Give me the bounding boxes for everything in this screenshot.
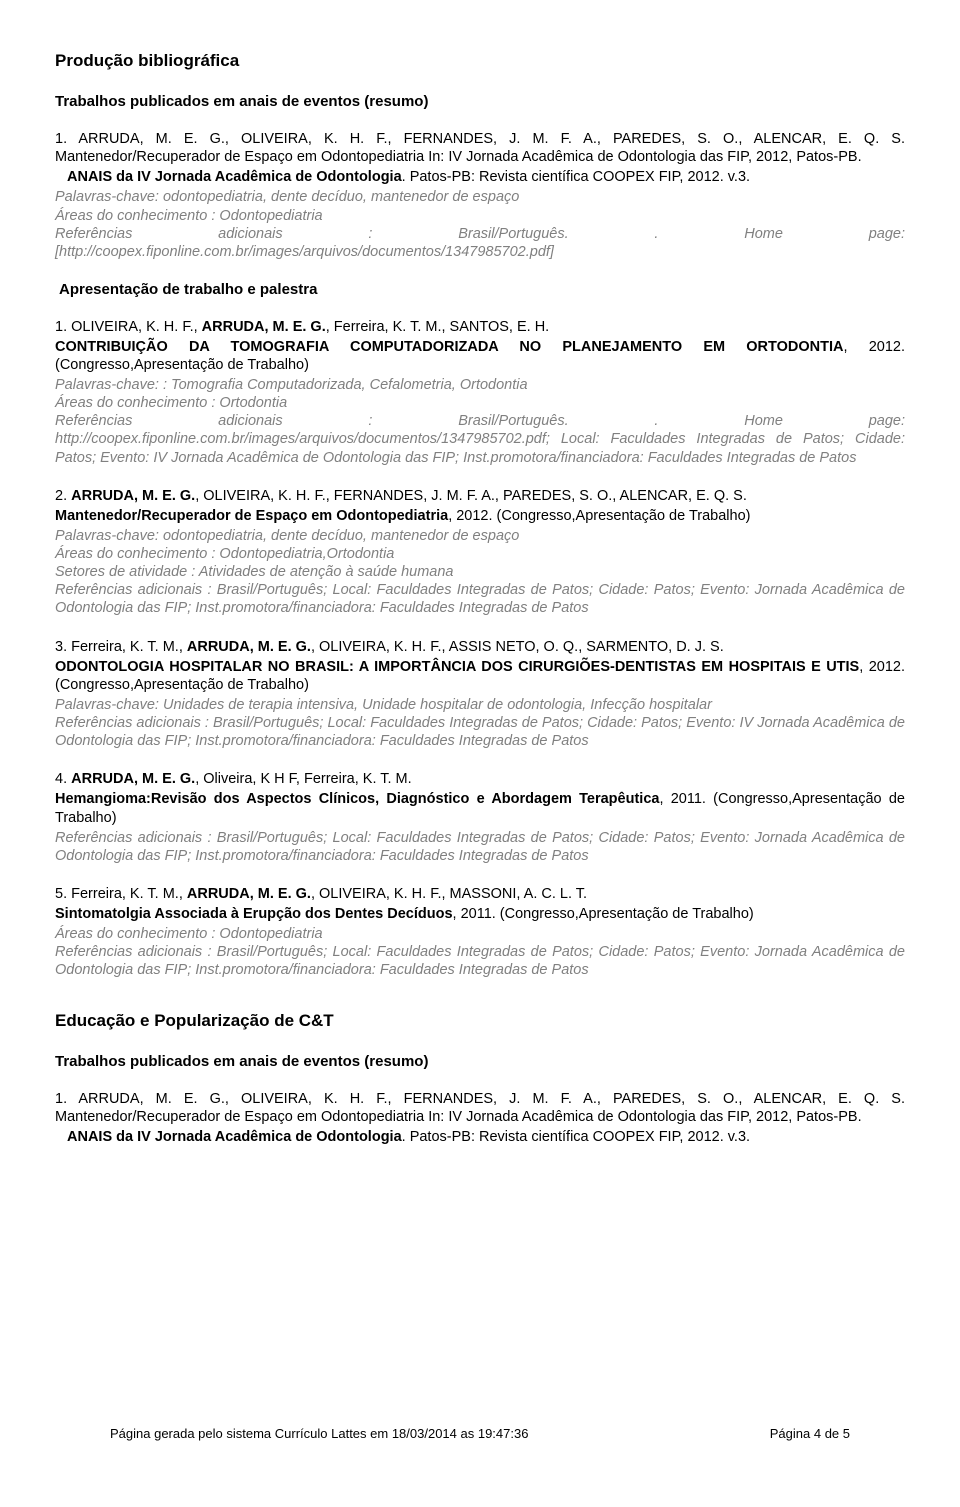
publication-entry: 1. ARRUDA, M. E. G., OLIVEIRA, K. H. F.,… bbox=[55, 1090, 905, 1146]
presentation-title: CONTRIBUIÇÃO DA TOMOGRAFIA COMPUTADORIZA… bbox=[55, 338, 905, 374]
references: Referências adicionais : Brasil/Portuguê… bbox=[55, 412, 905, 466]
author-bold: ARRUDA, M. E. G. bbox=[187, 886, 311, 902]
presentation-authors: 3. Ferreira, K. T. M., ARRUDA, M. E. G.,… bbox=[55, 638, 905, 656]
author-bold: ARRUDA, M. E. G. bbox=[71, 488, 195, 504]
publication-anais: ANAIS da IV Jornada Acadêmica de Odontol… bbox=[67, 168, 905, 186]
authors-b: , Oliveira, K H F, Ferreira, K. T. M. bbox=[195, 771, 411, 787]
presentation-entry: 4. ARRUDA, M. E. G., Oliveira, K H F, Fe… bbox=[55, 770, 905, 865]
areas: Áreas do conhecimento : Odontopediatria bbox=[55, 925, 905, 943]
presentation-authors: 4. ARRUDA, M. E. G., Oliveira, K H F, Fe… bbox=[55, 770, 905, 788]
authors-a: 1. OLIVEIRA, K. H. F., bbox=[55, 319, 202, 335]
presentation-authors: 5. Ferreira, K. T. M., ARRUDA, M. E. G.,… bbox=[55, 885, 905, 903]
authors-a: 5. Ferreira, K. T. M., bbox=[55, 886, 187, 902]
footer-right: Página 4 de 5 bbox=[770, 1426, 850, 1442]
section-subtitle: Trabalhos publicados em anais de eventos… bbox=[55, 93, 905, 112]
anais-rest: . Patos-PB: Revista científica COOPEX FI… bbox=[402, 169, 750, 185]
presentation-entry: 5. Ferreira, K. T. M., ARRUDA, M. E. G.,… bbox=[55, 885, 905, 980]
references: Referências adicionais : Brasil/Portuguê… bbox=[55, 943, 905, 979]
title-bold: CONTRIBUIÇÃO DA TOMOGRAFIA COMPUTADORIZA… bbox=[55, 339, 843, 355]
publication-text: 1. ARRUDA, M. E. G., OLIVEIRA, K. H. F.,… bbox=[55, 1090, 905, 1126]
references: Referências adicionais : Brasil/Portuguê… bbox=[55, 714, 905, 750]
presentation-entry: 1. OLIVEIRA, K. H. F., ARRUDA, M. E. G.,… bbox=[55, 318, 905, 467]
presentation-title: Hemangioma:Revisão dos Aspectos Clínicos… bbox=[55, 790, 905, 826]
publication-entry: 1. ARRUDA, M. E. G., OLIVEIRA, K. H. F.,… bbox=[55, 130, 905, 261]
section-title: Educação e Popularização de C&T bbox=[55, 1010, 905, 1031]
title-bold: Mantenedor/Recuperador de Espaço em Odon… bbox=[55, 508, 448, 524]
references: Referências adicionais : Brasil/Portuguê… bbox=[55, 581, 905, 617]
presentation-authors: 2. ARRUDA, M. E. G., OLIVEIRA, K. H. F.,… bbox=[55, 487, 905, 505]
section-title: Produção bibliográfica bbox=[55, 50, 905, 71]
references: Referências adicionais : Brasil/Portuguê… bbox=[55, 225, 905, 261]
author-bold: ARRUDA, M. E. G. bbox=[71, 771, 195, 787]
presentation-authors: 1. OLIVEIRA, K. H. F., ARRUDA, M. E. G.,… bbox=[55, 318, 905, 336]
references: Referências adicionais : Brasil/Portuguê… bbox=[55, 829, 905, 865]
footer-left: Página gerada pelo sistema Currículo Lat… bbox=[110, 1426, 528, 1442]
areas: Áreas do conhecimento : Odontopediatria bbox=[55, 207, 905, 225]
title-bold: ODONTOLOGIA HOSPITALAR NO BRASIL: A IMPO… bbox=[55, 659, 859, 675]
subsection-title: Apresentação de trabalho e palestra bbox=[59, 281, 905, 300]
title-bold: Hemangioma:Revisão dos Aspectos Clínicos… bbox=[55, 791, 659, 807]
author-bold: ARRUDA, M. E. G. bbox=[187, 639, 311, 655]
author-bold: ARRUDA, M. E. G. bbox=[202, 319, 326, 335]
areas: Áreas do conhecimento : Ortodontia bbox=[55, 394, 905, 412]
keywords: Palavras-chave: Unidades de terapia inte… bbox=[55, 696, 905, 714]
authors-b: , OLIVEIRA, K. H. F., FERNANDES, J. M. F… bbox=[195, 488, 747, 504]
keywords: Palavras-chave: : Tomografia Computadori… bbox=[55, 376, 905, 394]
authors-b: , OLIVEIRA, K. H. F., ASSIS NETO, O. Q.,… bbox=[311, 639, 724, 655]
page-footer: Página gerada pelo sistema Currículo Lat… bbox=[110, 1426, 850, 1442]
areas: Áreas do conhecimento : Odontopediatria,… bbox=[55, 545, 905, 563]
authors-a: 4. bbox=[55, 771, 71, 787]
title-rest: , 2012. (Congresso,Apresentação de Traba… bbox=[448, 508, 750, 524]
authors-a: 3. Ferreira, K. T. M., bbox=[55, 639, 187, 655]
presentation-title: Mantenedor/Recuperador de Espaço em Odon… bbox=[55, 507, 905, 525]
title-rest: , 2011. (Congresso,Apresentação de Traba… bbox=[453, 906, 754, 922]
sectors: Setores de atividade : Atividades de ate… bbox=[55, 563, 905, 581]
presentation-title: ODONTOLOGIA HOSPITALAR NO BRASIL: A IMPO… bbox=[55, 658, 905, 694]
authors-b: , OLIVEIRA, K. H. F., MASSONI, A. C. L. … bbox=[311, 886, 587, 902]
publication-text: 1. ARRUDA, M. E. G., OLIVEIRA, K. H. F.,… bbox=[55, 130, 905, 166]
publication-anais: ANAIS da IV Jornada Acadêmica de Odontol… bbox=[67, 1128, 905, 1146]
presentation-entry: 3. Ferreira, K. T. M., ARRUDA, M. E. G.,… bbox=[55, 638, 905, 751]
anais-title: ANAIS da IV Jornada Acadêmica de Odontol… bbox=[67, 1129, 402, 1145]
authors-a: 2. bbox=[55, 488, 71, 504]
presentation-title: Sintomatolgia Associada à Erupção dos De… bbox=[55, 905, 905, 923]
page: { "section1_title": "Produção bibliográf… bbox=[55, 50, 905, 1467]
section-subtitle: Trabalhos publicados em anais de eventos… bbox=[55, 1053, 905, 1072]
authors-b: , Ferreira, K. T. M., SANTOS, E. H. bbox=[326, 319, 549, 335]
keywords: Palavras-chave: odontopediatria, dente d… bbox=[55, 188, 905, 206]
keywords: Palavras-chave: odontopediatria, dente d… bbox=[55, 527, 905, 545]
presentation-entry: 2. ARRUDA, M. E. G., OLIVEIRA, K. H. F.,… bbox=[55, 487, 905, 618]
anais-title: ANAIS da IV Jornada Acadêmica de Odontol… bbox=[67, 169, 402, 185]
anais-rest: . Patos-PB: Revista científica COOPEX FI… bbox=[402, 1129, 750, 1145]
title-bold: Sintomatolgia Associada à Erupção dos De… bbox=[55, 906, 453, 922]
